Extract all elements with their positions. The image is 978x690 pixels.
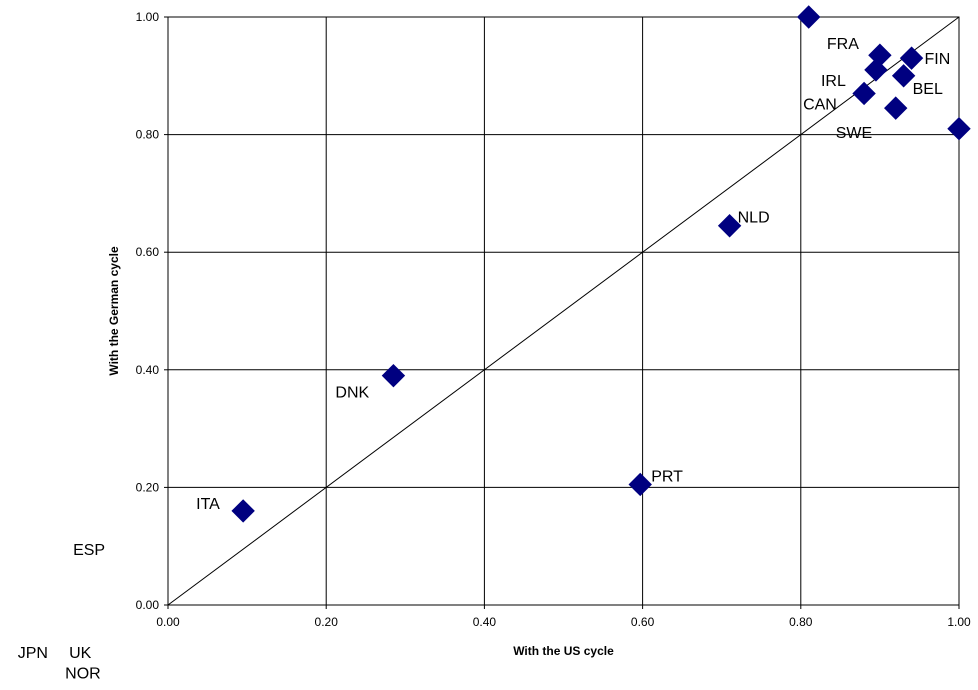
y-tick-label: 1.00 bbox=[136, 10, 160, 24]
data-point-prt bbox=[628, 472, 652, 497]
y-tick-label: 0.00 bbox=[136, 598, 160, 612]
data-point-ita bbox=[231, 499, 255, 523]
outside-label-uk: UK bbox=[69, 645, 92, 662]
y-axis-title: With the German cycle bbox=[107, 246, 121, 376]
data-point-can bbox=[852, 81, 876, 106]
point-label-irl: IRL bbox=[821, 73, 846, 90]
x-tick-label: 1.00 bbox=[947, 615, 971, 629]
x-tick-label: 0.00 bbox=[156, 615, 180, 629]
data-point-nld bbox=[717, 214, 742, 238]
point-label-fin: FIN bbox=[925, 51, 951, 68]
x-tick-label: 0.20 bbox=[315, 615, 339, 629]
x-axis-title: With the US cycle bbox=[513, 644, 614, 658]
x-tick-label: 0.60 bbox=[631, 615, 655, 629]
diagonal-reference-line bbox=[167, 16, 960, 606]
data-point-dnk bbox=[381, 363, 406, 388]
data-point-swe bbox=[884, 96, 908, 120]
data-points bbox=[231, 5, 971, 523]
point-label-swe: SWE bbox=[836, 125, 872, 142]
y-tick-label: 0.80 bbox=[136, 128, 160, 142]
point-label-nld: NLD bbox=[738, 210, 770, 227]
point-labels: FRA FIN IRL BEL CAN SWE NLD DNK PRT ITA bbox=[196, 36, 950, 513]
x-tick-label: 0.40 bbox=[473, 615, 497, 629]
outside-labels: ESP JPN UK NOR bbox=[18, 542, 105, 682]
data-point bbox=[797, 5, 821, 29]
point-label-ita: ITA bbox=[196, 496, 220, 513]
data-point-fin bbox=[899, 46, 924, 70]
y-tick-label: 0.60 bbox=[136, 245, 160, 259]
data-point bbox=[947, 117, 971, 141]
point-label-bel: BEL bbox=[913, 81, 943, 98]
point-label-prt: PRT bbox=[651, 468, 683, 485]
x-tick-label: 0.80 bbox=[789, 615, 813, 629]
y-axis-ticks: 0.00 0.20 0.40 0.60 0.80 1.00 bbox=[136, 10, 168, 612]
point-label-dnk: DNK bbox=[335, 385, 369, 402]
x-axis-ticks: 0.00 0.20 0.40 0.60 0.80 1.00 bbox=[156, 605, 971, 629]
point-label-can: CAN bbox=[803, 96, 837, 113]
data-point-irl bbox=[864, 58, 888, 82]
outside-label-esp: ESP bbox=[73, 542, 105, 559]
outside-label-nor: NOR bbox=[65, 666, 101, 683]
data-point-bel bbox=[891, 64, 916, 88]
plot-area-frame bbox=[167, 16, 960, 606]
outside-label-jpn: JPN bbox=[18, 645, 48, 662]
y-tick-label: 0.40 bbox=[136, 363, 160, 377]
y-tick-label: 0.20 bbox=[136, 480, 160, 494]
point-label-fra: FRA bbox=[827, 36, 859, 53]
